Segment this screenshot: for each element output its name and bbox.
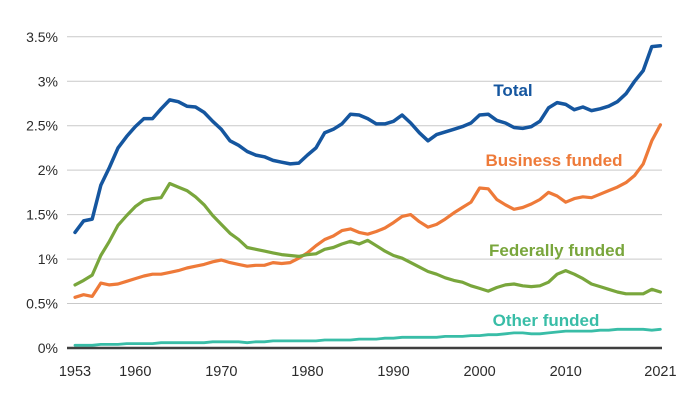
series-label-total: Total [493, 81, 532, 100]
y-tick-label: 1% [38, 251, 58, 267]
series-label-business-funded: Business funded [486, 151, 623, 170]
y-tick-label: 2% [38, 162, 58, 178]
series-lines [73, 43, 663, 347]
series-label-federally-funded: Federally funded [489, 241, 625, 260]
x-tick-label: 2010 [550, 364, 582, 380]
x-tick-label: 1953 [59, 364, 91, 380]
x-tick-label: 1980 [291, 364, 323, 380]
series-label-other-funded: Other funded [493, 311, 600, 330]
y-tick-label: 3% [38, 73, 58, 89]
y-tick-label: 0% [38, 340, 58, 356]
y-axis-tick-labels: 3.5% 3% 2.5% 2% 1.5% 1% 0.5% 0% [26, 29, 58, 356]
series-line-total [73, 43, 663, 235]
x-tick-label: 1990 [377, 364, 409, 380]
y-tick-label: 3.5% [26, 29, 58, 45]
x-tick-label: 2000 [463, 364, 495, 380]
x-axis-tick-labels: 1953 1960 1970 1980 1990 2000 2010 2021 [59, 364, 677, 380]
y-tick-label: 0.5% [26, 296, 58, 312]
x-tick-label: 1970 [205, 364, 237, 380]
x-tick-label: 1960 [119, 364, 151, 380]
y-tick-label: 2.5% [26, 118, 58, 134]
gridlines [67, 36, 662, 305]
series-line-business-funded [73, 123, 662, 299]
x-tick-label: 2021 [644, 364, 676, 380]
y-tick-label: 1.5% [26, 207, 58, 223]
series-line-other-funded [73, 327, 662, 347]
series-inline-labels: Total Business funded Federally funded O… [486, 81, 626, 330]
series-line-federally-funded [73, 181, 662, 296]
